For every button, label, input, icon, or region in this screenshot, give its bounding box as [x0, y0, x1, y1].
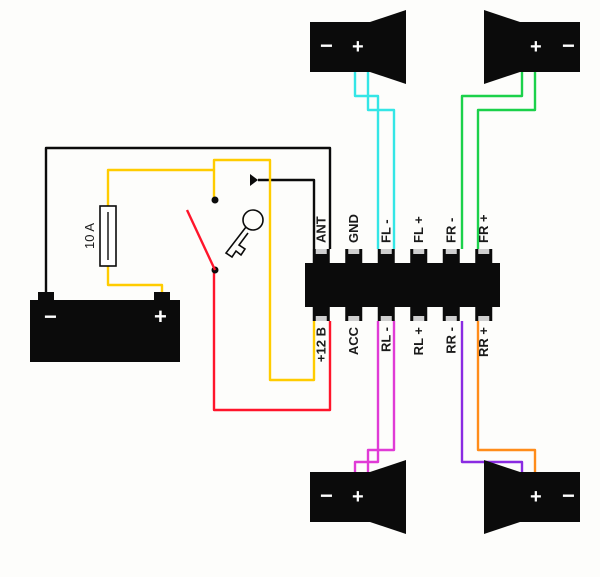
speaker-fr-plus: + — [530, 36, 542, 58]
pin-label-top-2: FL - — [378, 219, 393, 243]
pin-label-bot-0: +12 B — [313, 327, 328, 362]
battery: −+ — [30, 292, 180, 362]
speaker-fl: +− — [310, 10, 406, 84]
pin-label-bot-1: ACC — [346, 326, 361, 355]
wire-pos-to-fuse — [108, 266, 162, 300]
wire-antenna — [258, 180, 314, 249]
pin-label-top-1: GND — [346, 214, 361, 243]
speaker-rr: +− — [484, 460, 580, 534]
fuse-label: 10 A — [82, 223, 97, 249]
pin-label-top-3: FL + — [411, 216, 426, 243]
pin-label-bot-3: RL + — [411, 327, 426, 356]
pin-label-bot-2: RL - — [378, 327, 393, 352]
car-stereo-wiring-diagram: −+10 AANTGNDFL -FL +FR -FR ++12 BACCRL -… — [0, 0, 600, 577]
speaker-fl-minus: − — [320, 33, 333, 58]
speaker-fr-minus: − — [562, 33, 575, 58]
pin-label-bot-5: RR + — [476, 327, 491, 357]
speaker-rl-plus: + — [352, 486, 364, 508]
head-unit-connector: ANT GND FL - FL + FR - FR + +12 B ACC RL - RL + RR… — [305, 214, 500, 362]
fuse: 10 A — [82, 206, 116, 266]
battery-pos-label: + — [154, 304, 167, 329]
pin-label-bot-4: RR - — [443, 327, 458, 354]
ignition-switch — [187, 197, 263, 274]
pin-label-top-0: ANT — [313, 216, 328, 243]
wire-fr-neg-green — [462, 72, 522, 249]
speaker-rr-plus: + — [530, 486, 542, 508]
speaker-fr: +− — [484, 10, 580, 84]
pin-label-top-4: FR - — [443, 218, 458, 243]
speaker-rl-minus: − — [320, 483, 333, 508]
pin-label-top-5: FR + — [476, 214, 491, 243]
wire-fuse-to-split — [108, 170, 214, 206]
speaker-fl-plus: + — [352, 36, 364, 58]
battery-neg-label: − — [44, 304, 57, 329]
wire-yellow-to-12b — [214, 160, 314, 380]
speaker-rr-minus: − — [562, 483, 575, 508]
speaker-rl: +− — [310, 460, 406, 534]
antenna-arrow — [250, 174, 258, 186]
